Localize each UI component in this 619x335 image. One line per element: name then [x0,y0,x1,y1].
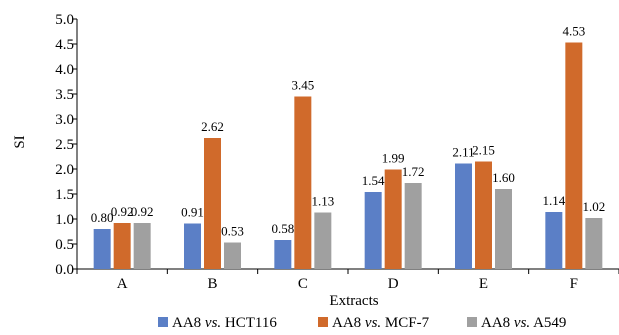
y-axis: 0.0 0.5 1.0 1.5 2.0 2.5 3.0 3.5 4.0 4.5 5.0 [55,12,78,278]
legend-italic: vs. [514,315,530,331]
legend-swatch [318,317,328,327]
bar [204,138,221,269]
bar [93,229,111,269]
legend-suffix: A549 [530,315,566,331]
x-tick-label: B [207,276,217,292]
y-tick-label: 5.0 [55,12,74,28]
x-tick-label: E [479,276,488,292]
bar-value-label: 3.45 [291,78,314,93]
bar [224,242,241,269]
legend-prefix: AA8 [172,315,205,331]
y-tick-label: 1.5 [55,187,74,203]
y-tick-label: 2.0 [55,162,74,178]
y-tick-label: 3.5 [55,87,74,103]
y-tick-label: 3.0 [55,112,74,128]
y-tick-label: 0.0 [55,262,74,278]
bar [565,42,583,269]
bar [133,223,151,269]
bar-value-label: 1.13 [311,194,334,209]
legend-swatch [467,317,477,327]
bar-value-label: 4.53 [562,24,585,39]
bar-value-label: 1.60 [492,170,515,185]
legend-prefix: AA8 [332,315,365,331]
bar-value-label: 0.92 [111,204,134,219]
bar [455,163,472,269]
bar-value-label: 1.72 [402,164,425,179]
legend-entry: AA8 vs. MCF-7 [332,315,430,331]
bar-value-label: 2.11 [452,145,474,160]
y-axis-title: SI [12,135,28,148]
bar [475,161,492,269]
bar-value-label: 0.91 [181,205,204,220]
y-tick-label: 4.5 [55,37,74,53]
bar [384,169,402,269]
bar-value-label: 0.80 [91,210,114,225]
bar [184,223,201,269]
y-tick-label: 1.0 [55,212,74,228]
bars [93,42,603,269]
x-tick-label: F [570,276,578,292]
bar-value-label: 1.99 [382,151,405,166]
bar [314,212,332,269]
legend-prefix: AA8 [481,315,514,331]
x-tick-label: D [388,276,399,292]
bar-value-label: 1.54 [362,173,385,188]
bar-value-label: 1.02 [582,199,605,214]
legend-italic: vs. [205,315,221,331]
legend-entry: AA8 vs. A549 [481,315,566,331]
y-tick-label: 0.5 [55,237,74,253]
bar [364,192,382,269]
x-tick-label: C [298,276,308,292]
legend-italic: vs. [365,315,381,331]
bar-value-label: 0.58 [271,221,294,236]
y-tick-label: 2.5 [55,137,74,153]
bar-value-label: 0.53 [221,224,244,239]
bar [545,212,563,269]
legend-swatch [158,317,168,327]
bar-value-label: 0.92 [131,204,154,219]
bar [404,183,422,269]
x-axis-title: Extracts [329,293,378,309]
bar [585,218,603,269]
x-tick-label: A [117,276,128,292]
bar [294,96,312,269]
y-tick-label: 4.0 [55,62,74,78]
bar-value-label: 1.14 [542,193,565,208]
legend-suffix: MCF-7 [381,315,429,331]
x-axis: A B C D E F [76,268,619,292]
bar [113,223,131,269]
data-labels: 0.800.920.92 0.912.620.53 0.583.451.131.54… [91,24,605,239]
bar [274,240,292,269]
legend: AA8 vs. HCT116 AA8 vs. MCF-7 AA8 vs. A549 [158,315,566,331]
legend-entry: AA8 vs. HCT116 [172,315,277,331]
bar-value-label: 2.62 [201,119,224,134]
legend-suffix: HCT116 [221,315,277,331]
bar-value-label: 2.15 [472,143,495,158]
bar [495,189,512,269]
